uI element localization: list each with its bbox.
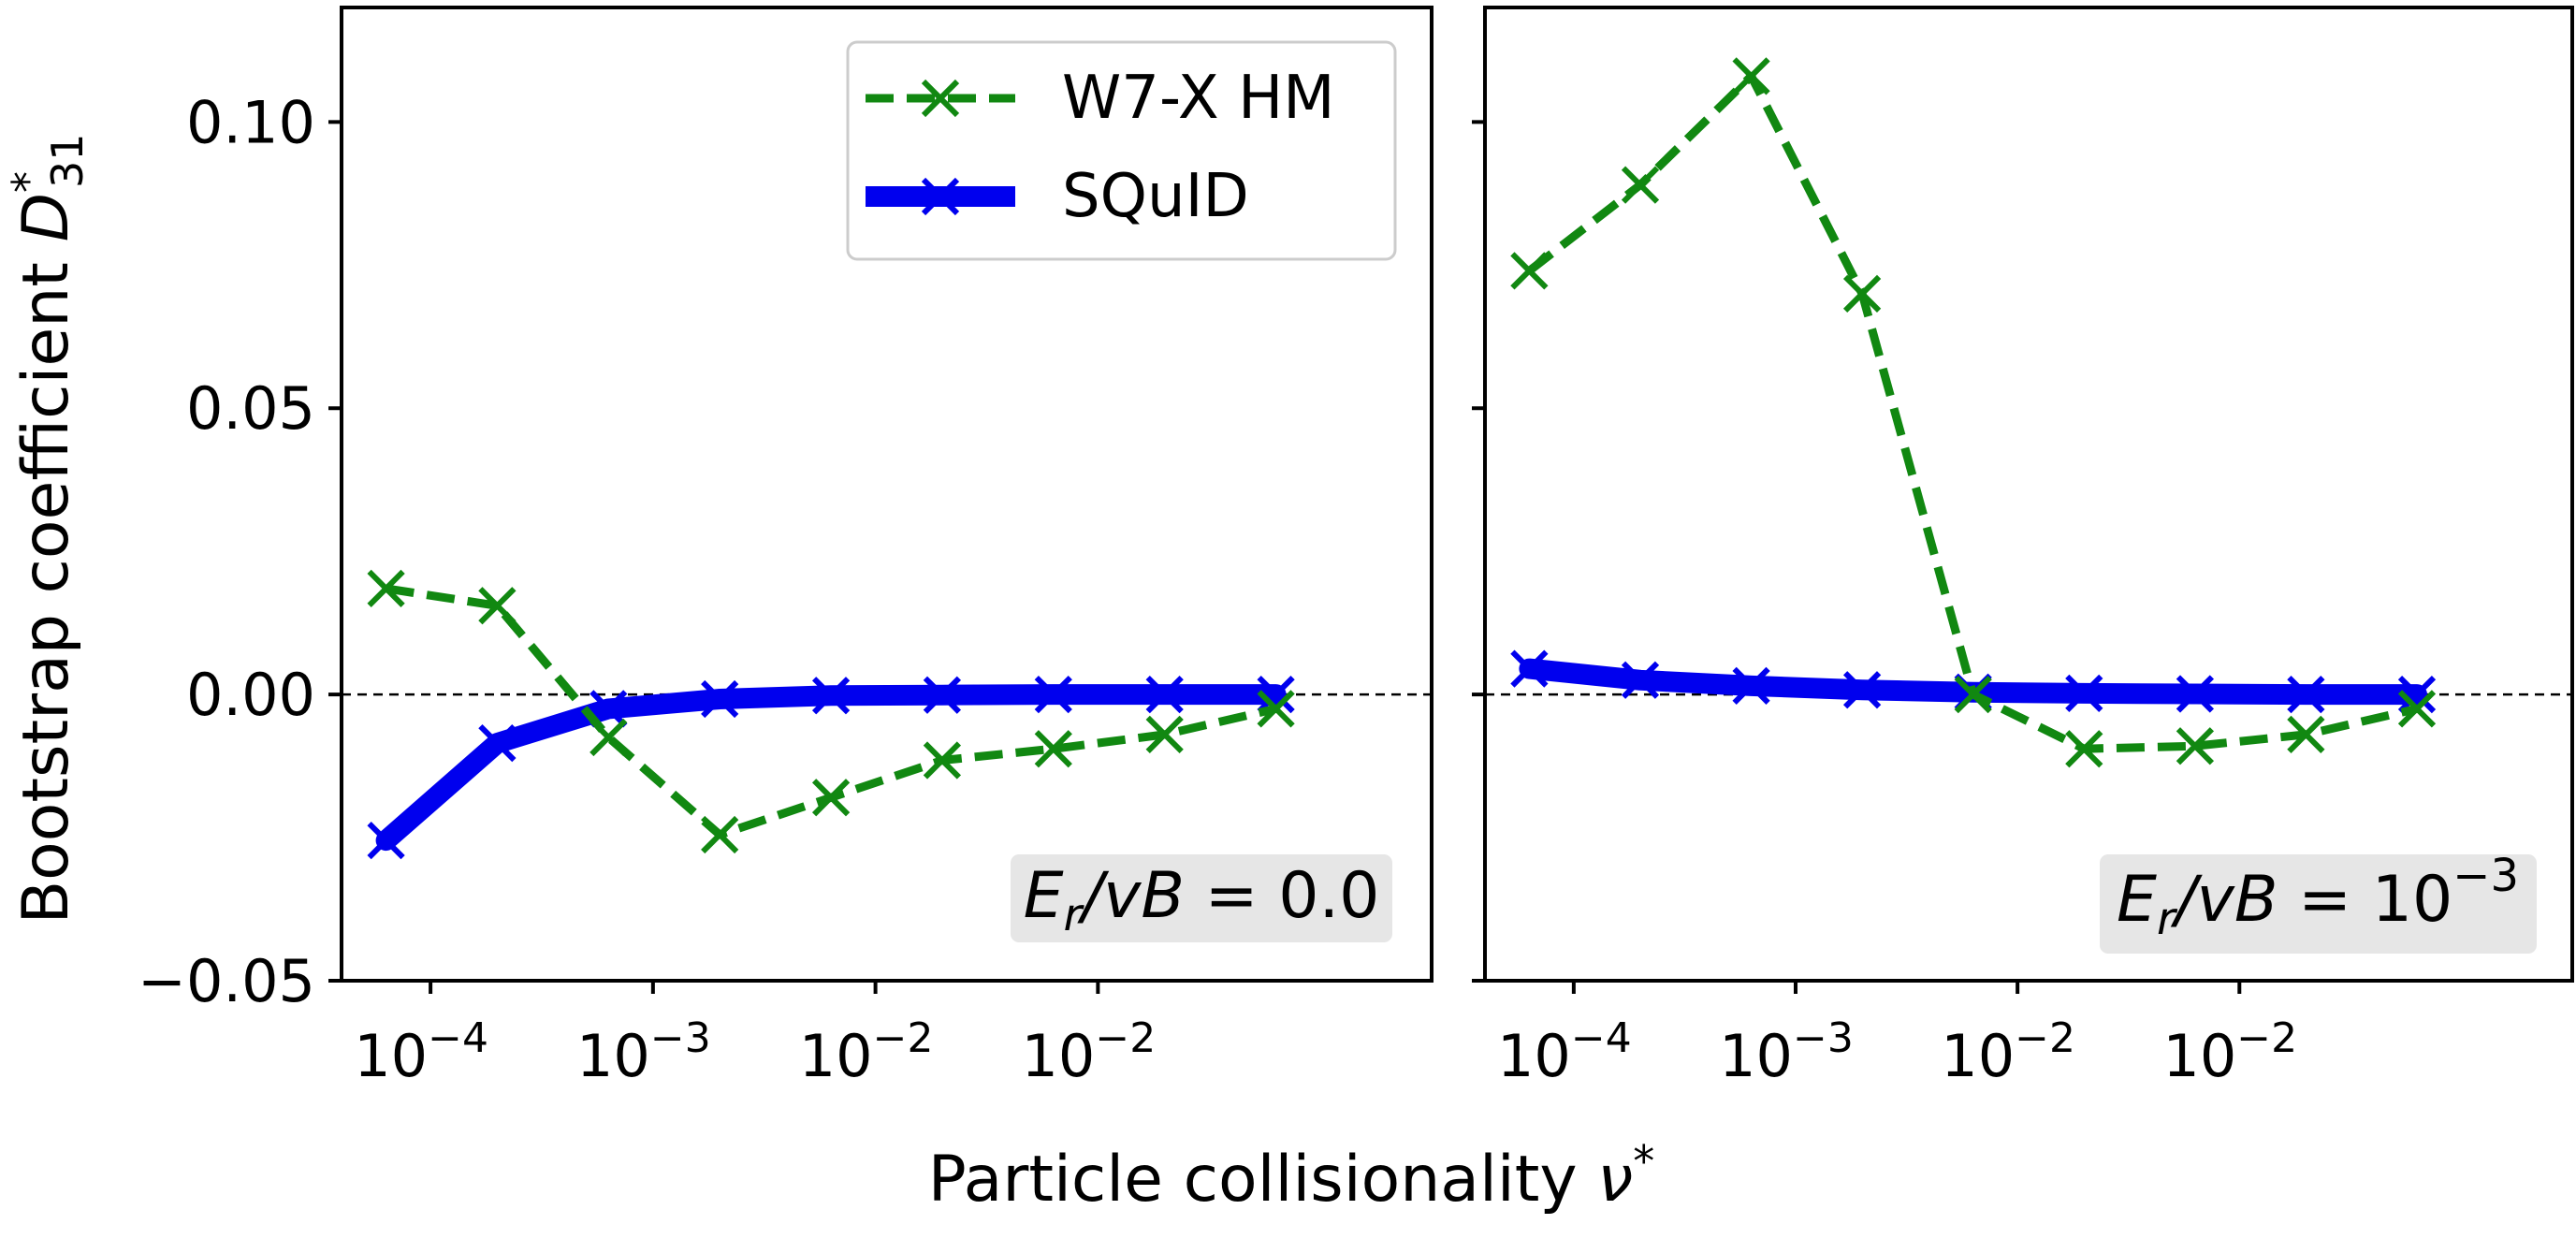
- squid-data-point: [1732, 666, 1770, 706]
- w7x-data-point: [367, 569, 405, 608]
- x-axis-label: Particle collisionality ν*: [928, 1136, 1655, 1217]
- squid-data-point: [1145, 675, 1184, 714]
- x-tick-label: 10−4: [354, 1014, 488, 1090]
- right-panel-series: [1510, 57, 2437, 768]
- w7x-series-line: [1526, 71, 2419, 753]
- w7x-data-point: [923, 741, 962, 780]
- w7x-data-point: [1732, 57, 1770, 95]
- x-tick-label: 10−2: [2162, 1014, 2297, 1090]
- squid-series-line: [375, 684, 1287, 852]
- legend-label-squid: SQuID: [1062, 162, 1249, 231]
- x-tick-label: 10−3: [576, 1014, 711, 1090]
- w7x-data-point: [1621, 166, 1660, 204]
- left-panel: −0.05 0.00 0.05 0.10 10−4 10−3 10−2 10−2 W7-X H…: [138, 6, 1434, 1090]
- squid-data-point: [367, 821, 405, 860]
- w7x-data-point: [589, 718, 628, 757]
- legend: W7-X HM SQuID: [846, 40, 1397, 261]
- squid-data-point: [923, 676, 962, 714]
- w7x-data-point: [478, 587, 517, 625]
- y-tick-label: −0.05: [138, 947, 315, 1015]
- legend-label-w7x: W7-X HM: [1062, 64, 1334, 133]
- x-tick-label: 10−2: [1021, 1014, 1156, 1090]
- w7x-data-point: [1034, 730, 1072, 768]
- w7x-data-point: [701, 815, 739, 854]
- squid-data-point: [1034, 675, 1072, 714]
- x-tick-label: 10−3: [1719, 1014, 1854, 1090]
- legend-squid-marker: [921, 177, 960, 216]
- right-panel-annotation: Er/vB = 10−3: [2100, 850, 2537, 954]
- squid-data-point: [478, 723, 517, 763]
- left-annotation-box: [1011, 854, 1392, 942]
- right-annotation-text: Er/vB = 10−3: [2117, 850, 2519, 945]
- squid-data-point: [811, 677, 851, 715]
- squid-data-point: [701, 679, 739, 719]
- w7x-data-point: [811, 779, 851, 817]
- w7x-data-point: [2397, 690, 2437, 728]
- x-tick-label: 10−2: [799, 1014, 934, 1090]
- w7x-data-point: [2065, 730, 2103, 768]
- left-panel-annotation: Er/vB = 0.0: [1011, 854, 1392, 942]
- w7x-data-point: [1257, 690, 1295, 728]
- legend-entry-w7x: W7-X HM: [866, 64, 1334, 133]
- squid-data-point: [2065, 674, 2103, 713]
- w7x-data-point: [1145, 715, 1184, 754]
- left-panel-frame: [340, 6, 1434, 983]
- w7x-data-point: [1842, 274, 1882, 313]
- w7x-data-point: [1954, 675, 1992, 714]
- right-annotation-box: [2100, 854, 2537, 954]
- squid-data-point: [1510, 649, 1549, 688]
- y-tick-label: 0.05: [186, 374, 315, 443]
- squid-data-point: [1621, 661, 1660, 699]
- right-panel-frame: [1483, 6, 2574, 983]
- left-annotation-text: Er/vB = 0.0: [1024, 859, 1380, 941]
- squid-data-point: [1257, 675, 1295, 714]
- squid-data-point: [2176, 675, 2215, 713]
- squid-data-point: [2287, 675, 2325, 714]
- w7x-data-point: [1510, 252, 1549, 290]
- y-tick-label: 0.10: [186, 88, 315, 156]
- squid-data-point: [1842, 671, 1882, 709]
- w7x-data-point: [2176, 727, 2215, 765]
- left-panel-ticks: −0.05 0.00 0.05 0.10 10−4 10−3 10−2 10−2: [138, 88, 1432, 1090]
- legend-entry-squid: SQuID: [866, 162, 1249, 231]
- y-axis-label: Bootstrap coefficient D*31: [3, 134, 93, 925]
- right-panel: 10−4 10−3 10−2 10−2 Er/vB = 10−3: [1472, 6, 2574, 1090]
- legend-w7x-marker: [921, 79, 960, 118]
- x-tick-label: 10−4: [1497, 1014, 1632, 1090]
- w7x-data-point: [2287, 715, 2325, 754]
- squid-data-point: [2397, 675, 2437, 714]
- y-tick-label: 0.00: [186, 661, 315, 729]
- left-panel-series: [367, 569, 1295, 860]
- x-tick-label: 10−2: [1941, 1014, 2075, 1090]
